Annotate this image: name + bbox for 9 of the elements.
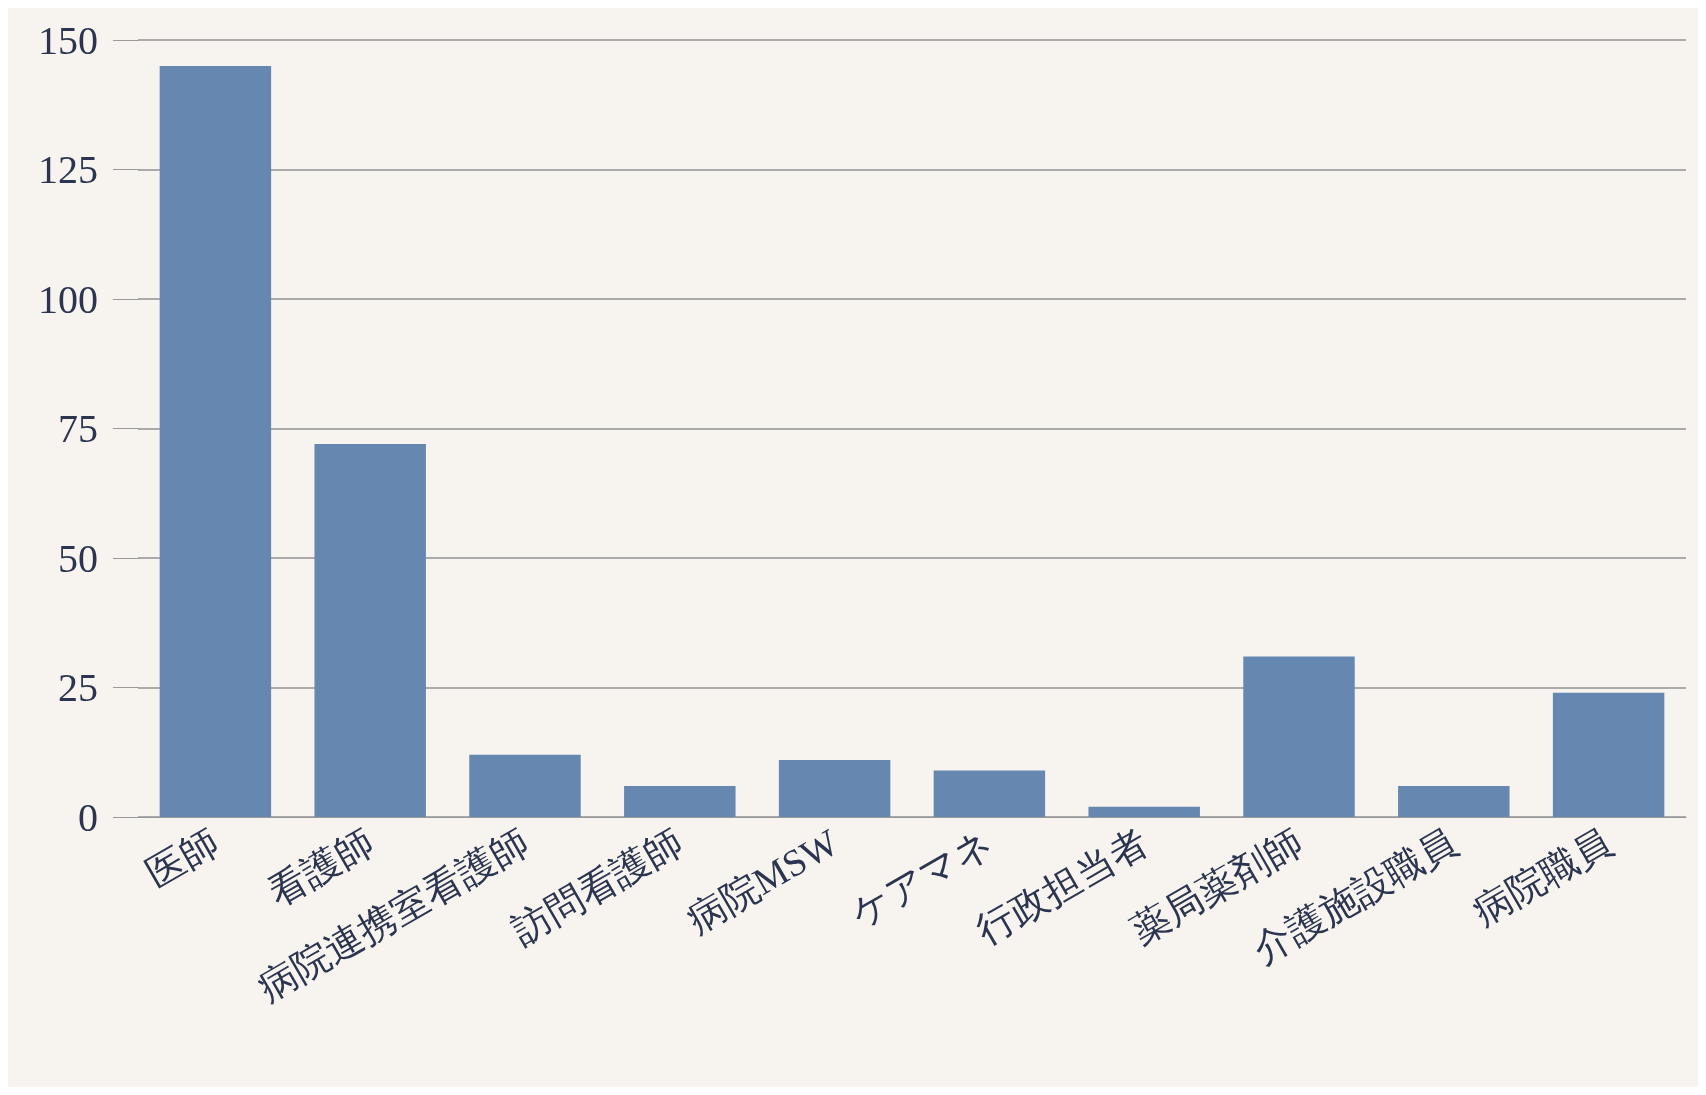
- y-tick-label: 125: [38, 147, 98, 192]
- x-tick-label: 病院職員: [1466, 820, 1620, 934]
- y-tick-label: 0: [78, 794, 98, 840]
- y-tick-label: 25: [58, 665, 98, 710]
- y-tick-label: 75: [58, 406, 98, 451]
- y-tick-label: 150: [38, 17, 98, 63]
- y-tick-label: 100: [38, 276, 98, 322]
- x-tick-label: 医師: [139, 820, 226, 896]
- y-tick-label: 50: [58, 535, 98, 581]
